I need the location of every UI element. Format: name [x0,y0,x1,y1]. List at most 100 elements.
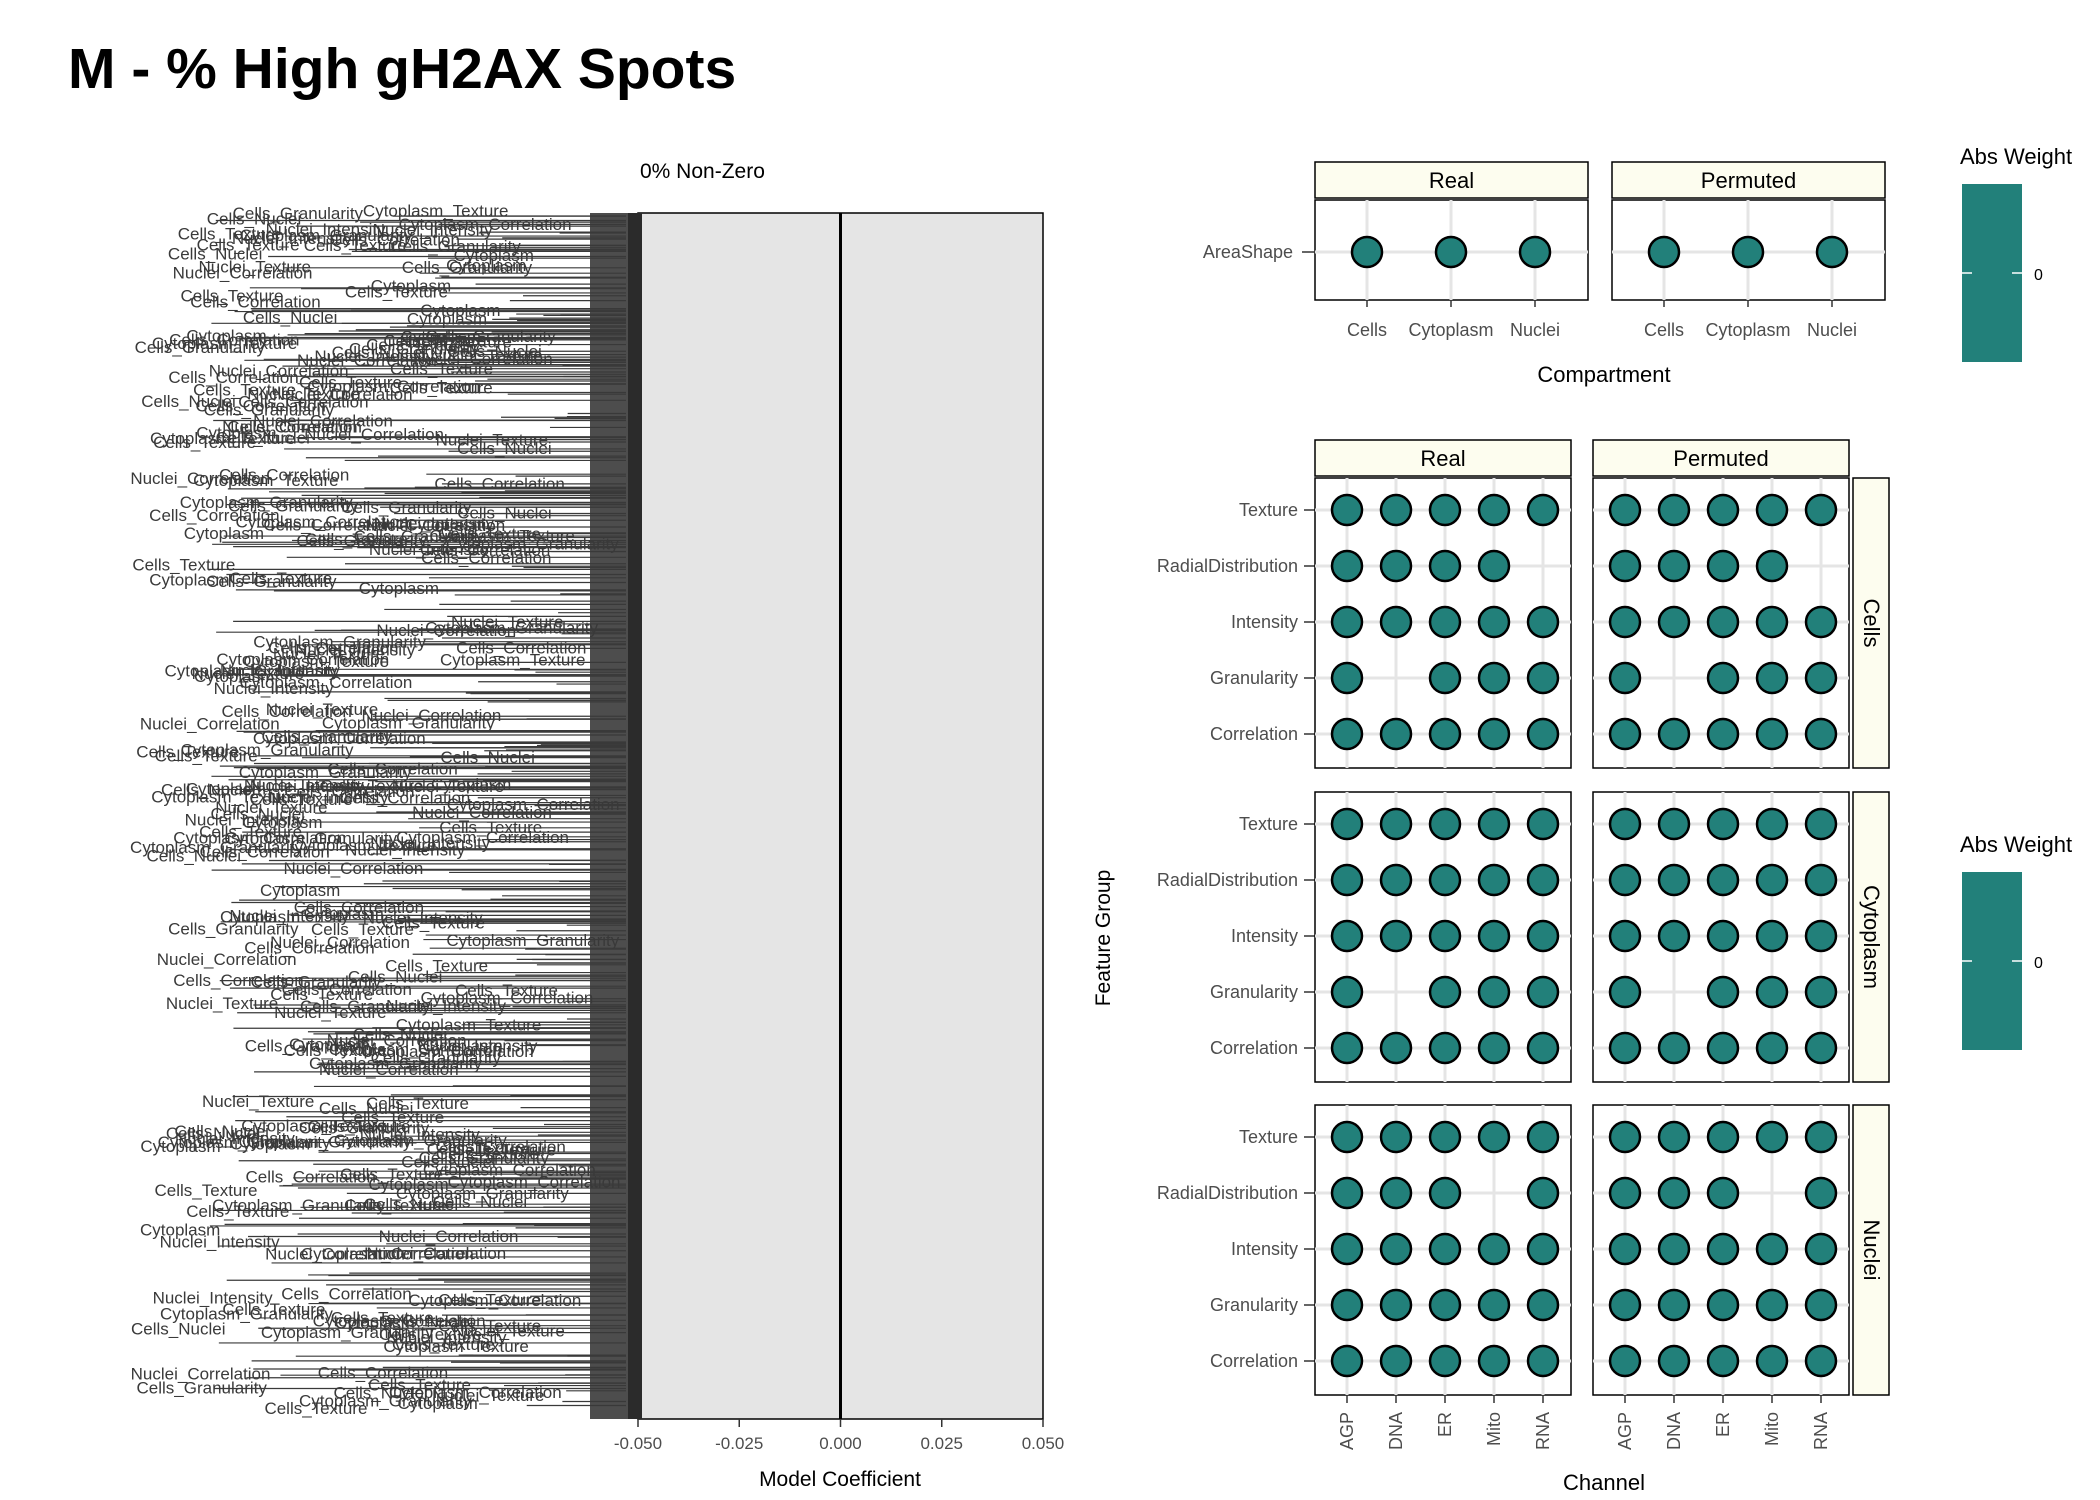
feature-label: Cytoplasm [371,277,451,296]
weight-point [1755,1120,1789,1154]
weight-point [1657,919,1691,953]
feature-label: Cells_Nuclei [348,967,442,986]
feature-label: Cells_Nuclei [333,1384,427,1403]
weight-point [1755,1031,1789,1065]
feature-label: Nuclei_Correlation [379,1227,519,1246]
feature-label: Cells_Nuclei [401,1152,495,1171]
feature-label: Cells_Granularity [425,327,556,346]
weight-point [1755,1288,1789,1322]
weight-point [1657,549,1691,583]
weight-point [1755,975,1789,1009]
weight-point [1379,1120,1413,1154]
feature-label: Cytoplasm_Texture [440,650,586,669]
x-tick-label: Cytoplasm [1408,320,1493,340]
weight-point [1477,919,1511,953]
weight-point [1330,975,1364,1009]
y-tick-label: Texture [1239,814,1298,834]
feature-label: Cytoplasm [184,524,264,543]
feature-label: Cells_Texture [345,282,448,301]
feature-label: Cells_Texture [344,1196,447,1215]
feature-label: Nuclei_Correlation [265,1244,405,1263]
weight-point [1477,661,1511,695]
weight-point [1379,1232,1413,1266]
feature-label: Cells_Texture [193,380,296,399]
facet-strip [1611,161,1886,199]
x-tick-label: Mito [1484,1412,1504,1446]
x-axis: -0.050 -0.025 0.000 0.025 0.050 [614,213,1064,1453]
weight-point [1608,493,1642,527]
weight-point [1526,605,1560,639]
feature-label: Cells_Texture [438,1290,541,1309]
feature-label: Cells_Nuclei [243,308,337,327]
weight-point [1477,605,1511,639]
feature-label: Cells_Correlation [168,368,298,387]
feature-label: Nuclei_Intensity [269,788,390,807]
feature-label: Cells_Nuclei [210,805,304,824]
weight-point [1657,1031,1691,1065]
weight-point [1526,1288,1560,1322]
feature-label: Nuclei_Texture [392,777,504,796]
feature-label: Cytoplasm_Correlation [301,1245,474,1264]
weight-point [1526,919,1560,953]
y-tick-label: RadialDistribution [1157,1183,1298,1203]
figure-title: M - % High gH2AX Spots [68,37,737,101]
weight-point [1706,717,1740,751]
feature-label: Cells_Correlation [420,540,550,559]
feature-label: Cells_Correlation [421,548,551,567]
feature-label: Nuclei_Intensity [370,834,491,853]
weight-point [1526,975,1560,1009]
weight-point [1804,493,1838,527]
feature-label: Cytoplasm_Granularity [322,714,495,733]
weight-point [1755,549,1789,583]
weight-point [1379,549,1413,583]
feature-label: Nuclei_Correlation [304,425,444,444]
feature-label: Cytoplasm [401,328,481,347]
feature-label: Cells_Texture [382,914,485,933]
weight-point [1428,1232,1462,1266]
channel-axis-title: Channel [1563,1470,1645,1495]
feature-label: Cells_Correlation [246,1167,376,1186]
feature-label: Cytoplasm [140,1221,220,1240]
feature-label: Cytoplasm_Texture [363,202,509,221]
feature-label: Cells_Granularity [419,1148,550,1167]
feature-label: Cells_Texture [366,1094,469,1113]
weight-point [1608,807,1642,841]
feature-label: Cells_Correlation [149,506,279,525]
feature-label: Cells_Texture [379,1325,482,1344]
feature-label: Cytoplasm_Granularity [212,1196,385,1215]
feature-label: Cells_Texture [270,985,373,1004]
weight-point [1477,975,1511,1009]
weight-point [1608,1120,1642,1154]
weight-point [1657,863,1691,897]
facet-strip [1314,439,1572,477]
feature-label: Cytoplasm [149,571,229,590]
weight-point [1706,605,1740,639]
weight-point [1608,975,1642,1009]
weight-point [1706,1031,1740,1065]
feature-label: Nuclei_Correlation [376,621,516,640]
feature-label: Cells_Texture [366,335,469,354]
weight-point [1657,1120,1691,1154]
feature-label: Cells_Granularity [168,919,299,938]
weight-point [1815,235,1849,269]
weight-point [1804,1288,1838,1322]
feature-label: Nuclei_Texture [451,613,563,632]
coefficient-chart: 0% Non-Zero Cells_TextureCytoplasmCytopl… [130,160,1064,1491]
weight-point [1330,919,1364,953]
feature-label: Cells_Correlation [190,292,320,311]
feature-label: Nuclei_Intensity [266,220,387,239]
legend-title: Abs Weight [1960,144,2072,169]
y-tick-label: AreaShape [1203,242,1293,262]
weight-point [1330,807,1364,841]
feature-label: Cells_Correlation [268,638,398,657]
feature-label: Nuclei_Correlation [209,361,349,380]
x-tick-label: DNA [1664,1412,1684,1450]
feature-label: Cytoplasm [454,246,534,265]
weight-point [1657,493,1691,527]
feature-label: Cells_Nuclei [147,846,241,865]
feature-label: Nuclei_Intensity [220,661,341,680]
feature-label: Nuclei_Texture [436,431,548,450]
feature-label: Cells_Granularity [233,204,364,223]
weight-point [1330,493,1364,527]
